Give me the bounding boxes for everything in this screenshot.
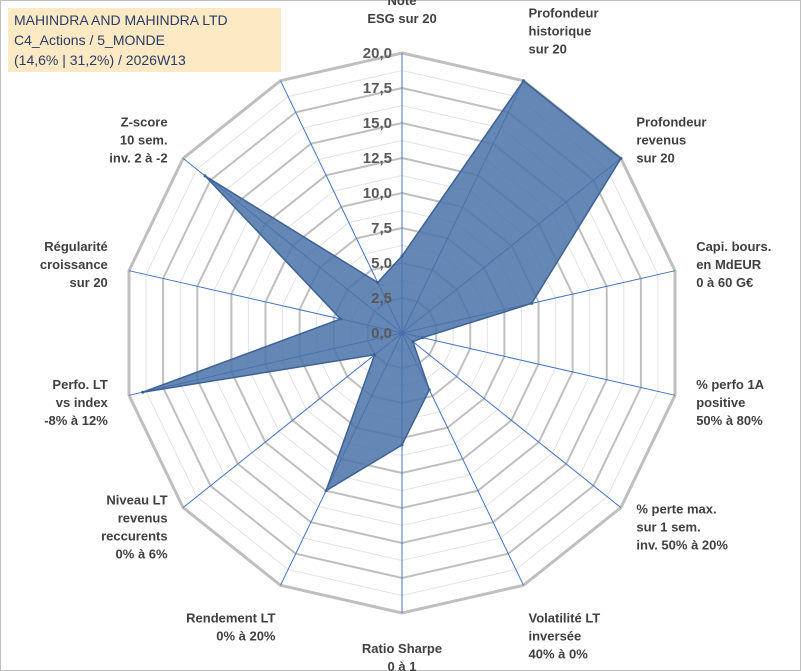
tick-label: 12,5 bbox=[363, 150, 392, 167]
axis-label: Ratio Sharpe bbox=[362, 641, 442, 656]
data-point bbox=[373, 353, 377, 357]
axis-label: Z-score bbox=[121, 115, 168, 130]
axis-label: Niveau LT bbox=[106, 492, 167, 507]
axis-label: 40% à 0% bbox=[529, 646, 589, 661]
axis-label: Note bbox=[388, 0, 417, 8]
axis-label: revenus bbox=[636, 133, 686, 148]
axis-label: reccurents bbox=[101, 528, 167, 543]
series-area bbox=[141, 79, 623, 493]
data-point bbox=[522, 79, 525, 83]
title-period: (14,6% | 31,2%) / 2026W13 bbox=[14, 52, 186, 68]
axis-label: Perfo. LT bbox=[52, 377, 107, 392]
axis-label: revenus bbox=[118, 510, 168, 525]
axis-label: sur 20 bbox=[636, 151, 674, 166]
data-point bbox=[421, 336, 424, 340]
axis-label: % perfo 1A bbox=[696, 377, 765, 392]
axis-label: -8% à 12% bbox=[44, 413, 108, 428]
title-category: C4_Actions / 5_MONDE bbox=[14, 32, 165, 48]
axis-label: 0 à 60 G€ bbox=[696, 275, 753, 290]
axis-label: Régularité bbox=[44, 239, 108, 254]
data-point bbox=[411, 340, 415, 344]
axis-labels: Note ESG sur 20 Profondeur historique sur 20… bbox=[40, 0, 771, 671]
title-box: MAHINDRA AND MAHINDRA LTD C4_Actions / 5… bbox=[8, 8, 281, 72]
data-point bbox=[400, 443, 404, 447]
data-point bbox=[203, 174, 207, 178]
axis-label: positive bbox=[696, 395, 745, 410]
axis-label: Volatilité LT bbox=[529, 610, 601, 625]
axis-label: 10 sem. bbox=[120, 133, 168, 148]
tick-label: 5,0 bbox=[371, 255, 392, 272]
axis-label: Profondeur bbox=[636, 115, 706, 130]
data-point bbox=[324, 489, 328, 493]
spoke-line bbox=[401, 332, 676, 396]
axis-label: Profondeur bbox=[529, 6, 599, 21]
data-point bbox=[141, 390, 145, 394]
axis-label: croissance bbox=[40, 257, 108, 272]
data-point bbox=[376, 281, 380, 284]
axis-label: 0 à 1 bbox=[388, 659, 417, 671]
axis-label: Capi. bours. bbox=[696, 239, 771, 254]
data-point bbox=[427, 388, 431, 392]
axis-label: sur 1 sem. bbox=[636, 519, 700, 534]
tick-label: 7,5 bbox=[371, 220, 392, 237]
tick-label: 2,5 bbox=[371, 290, 392, 307]
axis-label: sur 20 bbox=[529, 42, 567, 57]
axis-label: inv. 2 à -2 bbox=[109, 151, 167, 166]
data-point bbox=[400, 254, 404, 258]
axis-label: sur 20 bbox=[69, 275, 107, 290]
data-point bbox=[530, 301, 534, 305]
tick-label: 15,0 bbox=[363, 115, 392, 132]
tick-label: 17,5 bbox=[363, 80, 392, 97]
axis-label: inversée bbox=[529, 628, 582, 643]
axis-label: 50% à 80% bbox=[696, 413, 763, 428]
axis-label: inv. 50% à 20% bbox=[636, 537, 728, 552]
tick-label: 10,0 bbox=[363, 185, 392, 202]
data-point bbox=[339, 317, 343, 321]
tick-label: 20,0 bbox=[363, 45, 392, 62]
tick-label: 0,0 bbox=[371, 325, 392, 342]
axis-label: en MdEUR bbox=[696, 257, 762, 272]
axis-label: 0% à 6% bbox=[116, 546, 168, 561]
title-company: MAHINDRA AND MAHINDRA LTD bbox=[14, 12, 228, 28]
axis-label: historique bbox=[529, 24, 592, 39]
spoke-line bbox=[401, 332, 622, 508]
data-point bbox=[619, 156, 623, 160]
axis-label: vs index bbox=[56, 395, 109, 410]
axis-label: 0% à 20% bbox=[216, 628, 276, 643]
axis-label: Rendement LT bbox=[186, 610, 275, 625]
spoke-line bbox=[182, 332, 403, 508]
axis-label: ESG sur 20 bbox=[367, 11, 436, 26]
axis-label: % perte max. bbox=[636, 501, 716, 516]
tick-labels: 0,0 2,5 5,0 7,5 10,0 12,5 15,0 17,5 20,0 bbox=[363, 45, 392, 342]
